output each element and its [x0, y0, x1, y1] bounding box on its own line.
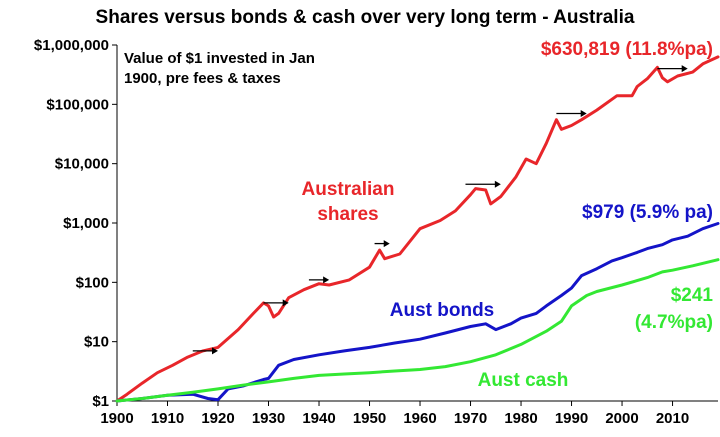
shares-end-label: $630,819 (11.8%pa)	[541, 39, 713, 60]
shares-series-line	[115, 55, 720, 403]
bonds-end-label: $979 (5.9% pa)	[582, 202, 713, 223]
y-tick-label: $100,000	[46, 96, 109, 113]
x-tick-label: 1900	[100, 410, 133, 427]
y-tick-label: $1	[92, 393, 109, 410]
cash-end-label-line-1: $241	[671, 285, 714, 306]
cash-end-label-line-2: (4.7%pa)	[635, 312, 713, 333]
shares-label-line-2: shares	[317, 204, 378, 225]
x-tick-label: 2010	[656, 410, 689, 427]
series-layer	[115, 55, 720, 403]
x-tick-label: 1980	[504, 410, 537, 427]
cash-series-line	[115, 258, 720, 403]
shares-label-line-1: Australian	[302, 179, 395, 200]
y-tick-label: $100	[76, 274, 109, 291]
arrow-annotation	[374, 240, 390, 248]
annotation-line-2: 1900, pre fees & taxes	[124, 70, 281, 87]
x-tick-label: 2000	[605, 410, 638, 427]
x-tick-label: 1990	[555, 410, 588, 427]
chart-title: Shares versus bonds & cash over very lon…	[96, 7, 635, 28]
arrow-annotation	[657, 65, 688, 73]
bonds-label: Aust bonds	[390, 300, 495, 321]
y-tick-label: $10	[84, 334, 109, 351]
arrow-annotation	[556, 110, 587, 118]
cash-label: Aust cash	[478, 370, 569, 391]
arrow-annotation	[192, 347, 219, 355]
annotation-line-1: Value of $1 invested in Jan	[124, 50, 315, 67]
arrow-annotation	[263, 299, 289, 307]
x-tick-label: 1970	[454, 410, 487, 427]
arrow-annotation	[308, 276, 330, 284]
x-tick-label: 1940	[302, 410, 335, 427]
x-tick-label: 1930	[252, 410, 285, 427]
x-tick-label: 1920	[201, 410, 234, 427]
axes: $1 $10 $100 $1,000 $10,000 $100,000 $1,000,000…	[34, 37, 718, 427]
y-tick-label: $1,000	[63, 215, 109, 232]
y-tick-label: $1,000,000	[34, 37, 109, 54]
arrow-annotation	[465, 180, 501, 188]
y-tick-label: $10,000	[55, 156, 109, 173]
x-tick-label: 1960	[403, 410, 436, 427]
x-tick-label: 1950	[353, 410, 386, 427]
x-tick-label: 1910	[151, 410, 184, 427]
arrow-layer	[192, 65, 688, 355]
